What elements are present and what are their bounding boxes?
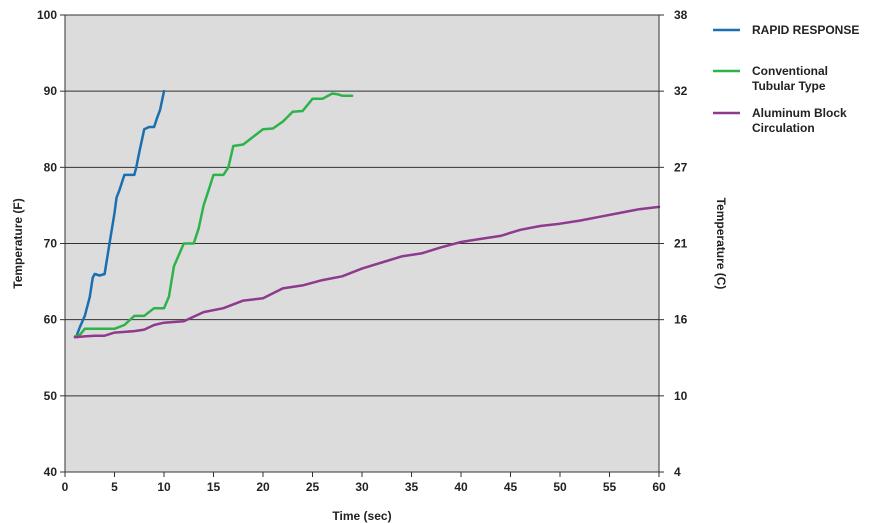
x-tick-label: 35 [405,480,419,494]
x-tick-label: 30 [355,480,369,494]
legend-label-1: Conventional Tubular Type [752,64,828,93]
y-tick-label: 40 [44,465,58,479]
x-axis-label: Time (sec) [332,509,391,523]
y2-tick-label: 4 [674,465,681,479]
y-tick-label: 50 [44,389,58,403]
x-tick-label: 0 [62,480,69,494]
x-tick-label: 15 [207,480,221,494]
x-tick-label: 45 [504,480,518,494]
y-tick-label: 80 [44,160,58,174]
y-tick-label: 60 [44,313,58,327]
y2-axis-label: Temperature (C) [714,198,728,290]
legend: RAPID RESPONSE Conventional Tubular Type Al… [713,23,859,135]
x-tick-label: 20 [256,480,270,494]
legend-label-2: Aluminum Block Circulation [752,106,847,135]
y-axis-label: Temperature (F) [11,198,25,288]
x-tick-label: 25 [306,480,320,494]
series-line-0 [75,89,166,337]
legend-label-0: RAPID RESPONSE [752,23,859,37]
series-line-1 [73,92,354,338]
y-tick-label: 70 [44,237,58,251]
y2-tick-label: 16 [674,313,688,327]
grid [65,90,659,397]
x-tick-label: 50 [553,480,567,494]
y-tick-label: 100 [37,8,57,22]
ticks: 0 5 10 15 20 25 30 35 40 45 50 55 60 40 50 60 70 80 90 100 4… [37,8,688,494]
y2-tick-label: 10 [674,389,688,403]
x-tick-label: 10 [157,480,171,494]
x-tick-label: 40 [454,480,468,494]
x-tick-label: 55 [603,480,617,494]
series [73,89,661,339]
y2-tick-label: 21 [674,237,688,251]
y2-tick-label: 27 [674,160,688,174]
y2-tick-label: 38 [674,8,688,22]
series-line-2 [73,205,661,339]
y2-tick-label: 32 [674,84,688,98]
x-tick-label: 60 [652,480,666,494]
y-tick-label: 90 [44,84,58,98]
x-tick-label: 5 [111,480,118,494]
